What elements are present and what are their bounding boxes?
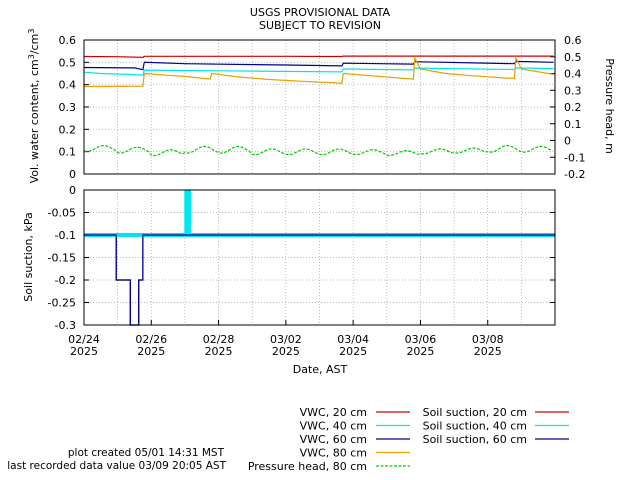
top-left-tick-label: 0 xyxy=(69,168,76,181)
top-right-tick-label: 0.3 xyxy=(564,84,582,97)
top-right-tick-label: 0.4 xyxy=(564,68,582,81)
x-tick-label-date: 03/06 xyxy=(405,333,437,346)
ylabel-mid: /cm xyxy=(28,34,41,54)
footer-created: plot created 05/01 14:31 MST xyxy=(68,447,225,459)
legend-right-item-label: Soil suction, 60 cm xyxy=(423,433,527,446)
legend-left-item-label: VWC, 60 cm xyxy=(300,433,367,446)
bottom-left-tick-label: -0.25 xyxy=(48,297,76,310)
bottom-left-axis-label: Soil suction, kPa xyxy=(22,212,35,301)
ylabel-sup1: 3 xyxy=(27,54,36,59)
top-right-tick-label: 0.1 xyxy=(564,118,582,131)
series-line-vwc40 xyxy=(83,67,554,76)
x-tick-label-year: 2025 xyxy=(406,345,434,358)
bottom-left-tick-label: -0.05 xyxy=(48,207,76,220)
series-line-ss40 xyxy=(84,190,555,237)
series-line-vwc80 xyxy=(83,55,554,88)
bottom-left-tick-label: 0 xyxy=(69,184,76,197)
x-tick-label-year: 2025 xyxy=(70,345,98,358)
bottom-plot-frame xyxy=(83,189,556,326)
legend-left-item-label: VWC, 20 cm xyxy=(300,406,367,419)
legend-right-item-label: Soil suction, 20 cm xyxy=(423,406,527,419)
series-line-ph80 xyxy=(83,144,553,157)
legend-left-item-label: VWC, 80 cm xyxy=(300,447,367,460)
x-tick-label-date: 03/02 xyxy=(270,333,302,346)
top-left-tick-label: 0.6 xyxy=(59,34,77,47)
bottom-left-tick-label: -0.1 xyxy=(55,229,76,242)
x-tick-label-year: 2025 xyxy=(339,345,367,358)
x-axis-label: Date, AST xyxy=(293,363,348,376)
bottom-left-tick-label: -0.15 xyxy=(48,252,76,265)
top-left-tick-label: 0.5 xyxy=(59,56,77,69)
top-left-axis-label: Vol. water content, cm3/cm3 xyxy=(27,29,41,184)
footer-last-recorded: last recorded data value 03/09 20:05 AST xyxy=(7,460,226,472)
x-tick-label-date: 02/26 xyxy=(135,333,167,346)
top-right-axis-label: Pressure head, m xyxy=(603,58,616,154)
top-left-tick-label: 0.4 xyxy=(59,79,77,92)
top-left-tick-label: 0.3 xyxy=(59,101,77,114)
top-left-tick-label: 0.2 xyxy=(59,123,77,136)
top-right-tick-label: -0.1 xyxy=(564,151,585,164)
vwc-panel: 0 0.1 0.2 0.3 0.4 0.5 0.6 -0.2 -0.1 0 0.1 0.2 0.3 0.4… xyxy=(59,34,586,181)
series-line-vwc60 xyxy=(83,60,554,71)
x-tick-label-year: 2025 xyxy=(137,345,165,358)
top-right-tick-label: -0.2 xyxy=(564,168,585,181)
x-tick-label-date: 02/24 xyxy=(68,333,100,346)
x-tick-label-year: 2025 xyxy=(474,345,502,358)
header-line2: SUBJECT TO REVISION xyxy=(259,19,381,32)
series-line-vwc20 xyxy=(83,55,554,59)
x-tick-label-date: 02/28 xyxy=(203,333,235,346)
x-tick-label-date: 03/08 xyxy=(472,333,504,346)
x-tick-label-year: 2025 xyxy=(272,345,300,358)
suction-panel: -0.3-0.25-0.2-0.15-0.1-0.05002/24202502/… xyxy=(48,184,556,358)
top-plot-frame xyxy=(83,39,556,175)
ylabel-main: Vol. water content, cm xyxy=(28,59,41,183)
top-right-tick-label: 0.6 xyxy=(564,34,582,47)
top-right-tick-label: 0.2 xyxy=(564,101,582,114)
legend-left-item-label: VWC, 40 cm xyxy=(300,420,367,433)
x-tick-label-year: 2025 xyxy=(205,345,233,358)
bottom-left-tick-label: -0.3 xyxy=(55,319,76,332)
legend-left-item-label: Pressure head, 80 cm xyxy=(248,460,367,473)
top-right-tick-label: 0.5 xyxy=(564,51,582,64)
legend-right-item-label: Soil suction, 40 cm xyxy=(423,420,527,433)
x-tick-label-date: 03/04 xyxy=(337,333,369,346)
bottom-left-tick-label: -0.2 xyxy=(55,274,76,287)
ylabel-sup2: 3 xyxy=(27,29,36,34)
top-right-tick-label: 0 xyxy=(564,135,571,148)
header-line1: USGS PROVISIONAL DATA xyxy=(250,6,391,19)
top-left-tick-label: 0.1 xyxy=(59,146,77,159)
